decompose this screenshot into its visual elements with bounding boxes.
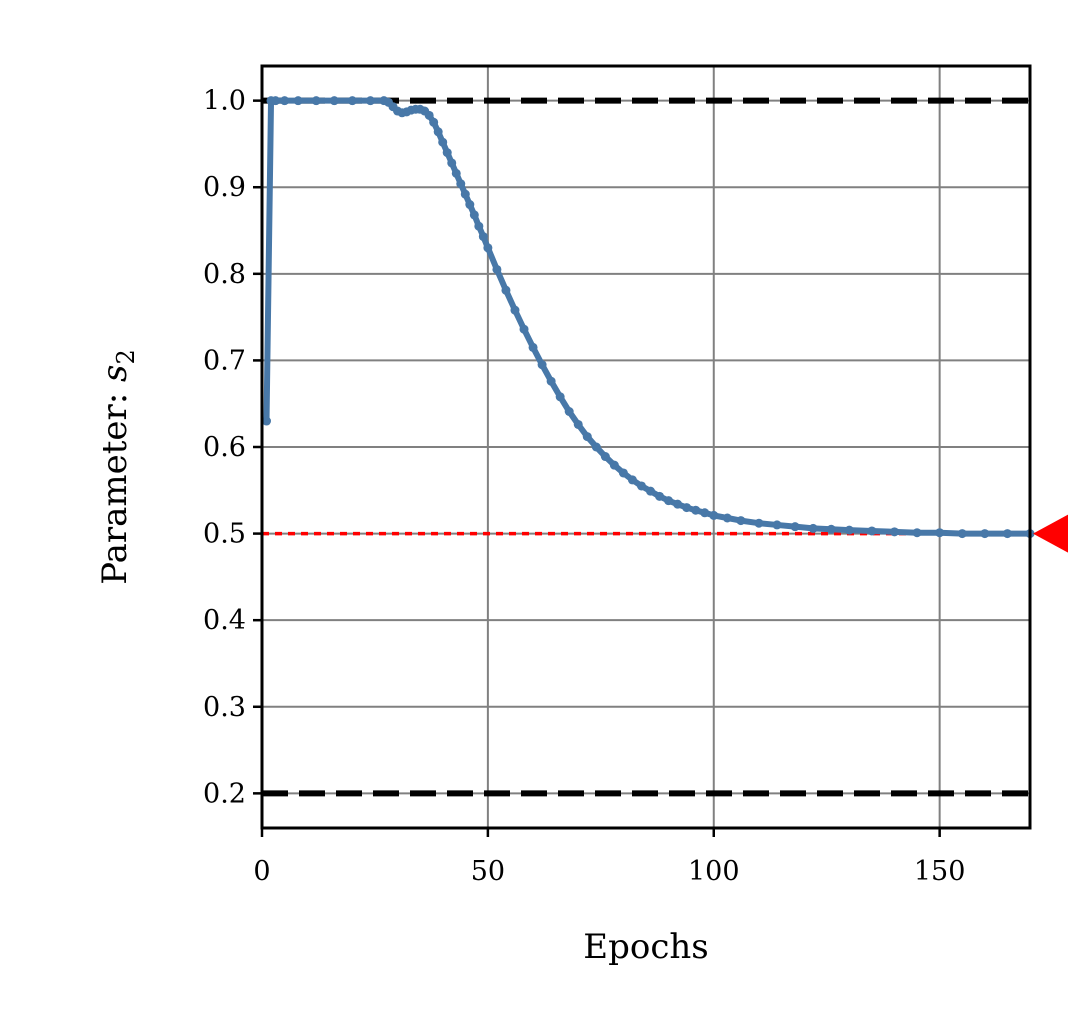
data-point [447,158,457,168]
data-point [280,96,290,106]
y-tick-label: 0.9 [203,172,246,203]
data-point [347,96,357,106]
data-point [582,432,592,442]
data-point [465,200,475,210]
data-point [691,505,701,515]
data-point [469,210,479,220]
data-point [673,499,683,509]
data-point [460,189,470,199]
data-point [655,491,665,501]
data-point [492,264,502,274]
data-point [709,510,719,520]
data-point [365,96,375,106]
data-point [271,96,281,106]
data-point [519,324,529,334]
data-point [722,513,732,523]
data-point [889,527,899,537]
data-point [451,168,461,178]
ticks: 0 50 100 150 0.2 0.3 0.4 0.5 0.6 0.7 0.8 0.9 1.0 [203,86,965,887]
data-point [935,528,945,538]
y-tick-label: 0.7 [203,345,246,376]
data-point [682,503,692,513]
data-point [808,523,818,533]
x-axis-label: Epochs [583,927,708,967]
data-point [754,518,764,528]
x-tick-label: 100 [688,856,740,887]
x-tick-label: 0 [253,856,270,887]
data-point [636,481,646,491]
data-point [501,285,511,295]
y-tick-label: 0.8 [203,259,246,290]
data-point [646,486,656,496]
data-point [510,305,520,315]
data-point [456,179,466,189]
series-line [263,97,1033,537]
data-point [311,96,321,106]
data-point [627,475,637,485]
data-point [844,525,854,535]
y-tick-label: 1.0 [203,86,246,117]
data-point [564,406,574,416]
x-tick-label: 50 [471,856,505,887]
y-axis-label-subscript: 2 [112,349,140,364]
data-point [546,376,556,386]
data-point [772,520,782,530]
x-tick-label: 150 [914,856,966,887]
data-point [609,460,619,470]
data-point [483,243,493,253]
data-point [478,232,488,242]
data-point [957,529,967,539]
data-point [736,516,746,526]
y-tick-label: 0.3 [203,692,246,723]
data-point [262,416,272,426]
data-point [528,342,538,352]
data-point [573,419,583,429]
data-point [329,96,339,106]
data-point [293,96,303,106]
data-point [600,452,610,462]
data-point [1002,529,1012,539]
y-tick-label: 0.2 [203,778,246,809]
y-axis-label: Parameter: s2 [95,349,140,585]
data-point [980,529,990,539]
data-point [474,221,484,231]
data-point [433,127,443,137]
y-axis-label-symbol: s [95,365,135,382]
data-point [912,528,922,538]
data-point [438,137,448,147]
data-point [700,508,710,518]
y-tick-label: 0.4 [203,605,246,636]
data-point [826,524,836,534]
data-point [424,110,434,120]
target-marker [1033,514,1068,553]
y-tick-label: 0.5 [203,519,246,550]
data-point [442,148,452,158]
series [262,96,1035,539]
grid [261,66,1030,828]
data-point [555,392,565,402]
y-axis-label-text: Parameter: [95,382,135,585]
data-point [618,468,628,478]
y-tick-label: 0.6 [203,432,246,463]
data-point [591,442,601,452]
data-point [867,526,877,536]
data-point [664,496,674,506]
data-point [537,360,547,370]
data-point [790,522,800,532]
data-point [429,117,439,127]
markers [1033,514,1068,553]
